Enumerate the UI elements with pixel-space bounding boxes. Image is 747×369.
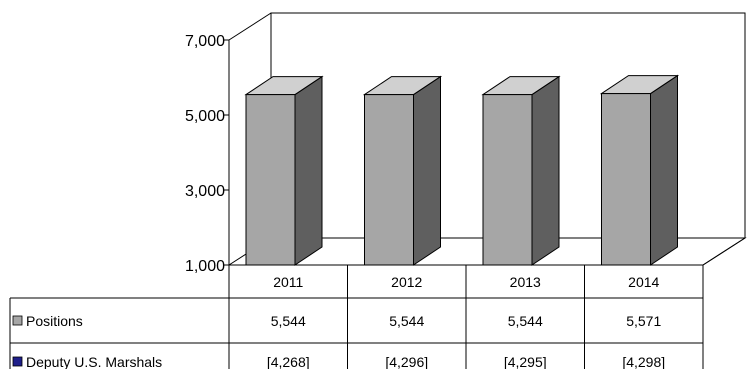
- data-label-0-2013: 5,544: [508, 313, 543, 329]
- bar-side-2014: [650, 74, 678, 266]
- bar-2013: [482, 94, 533, 266]
- bar-2014: [601, 93, 651, 266]
- y-axis: 1,000 3,000 5,000 7,000: [185, 33, 230, 275]
- y-tick-label-7000: 7,000: [185, 33, 225, 50]
- data-table: 2011 2012 2013 2014 Positions 5,544 5,544 5,544…: [9, 237, 746, 369]
- y-tick-label-1000: 1,000: [185, 258, 225, 275]
- bar-2012: [364, 94, 414, 266]
- bar-series-positions: [244, 74, 680, 266]
- data-label-0-2014: 5,571: [626, 313, 661, 329]
- category-label-2013: 2013: [510, 274, 541, 290]
- data-label-1-2013: [4,295]: [504, 354, 547, 369]
- category-label-2014: 2014: [628, 274, 659, 290]
- data-label-0-2012: 5,544: [389, 313, 424, 329]
- left-wall-top-edge: [228, 12, 272, 41]
- data-label-1-2012: [4,296]: [385, 354, 428, 369]
- y-tick-label-5000: 5,000: [185, 108, 225, 125]
- legend-swatch-0: [12, 315, 23, 326]
- category-label-2011: 2011: [273, 274, 303, 290]
- category-label-2012: 2012: [391, 274, 422, 290]
- data-label-1-2011: [4,268]: [267, 354, 310, 369]
- bar-side-2013: [531, 75, 560, 266]
- bar-side-2011: [294, 75, 323, 266]
- data-label-1-2014: [4,298]: [622, 354, 665, 369]
- data-label-0-2011: 5,544: [271, 313, 306, 329]
- y-tick-label-3000: 3,000: [185, 183, 225, 200]
- bar-2011: [245, 94, 296, 266]
- legend-label-0: Positions: [26, 313, 83, 329]
- legend-label-1: Deputy U.S. Marshals: [26, 354, 162, 369]
- floor-right-edge: [702, 237, 746, 266]
- bar-side-2012: [413, 75, 441, 266]
- legend-swatch-1: [12, 356, 23, 367]
